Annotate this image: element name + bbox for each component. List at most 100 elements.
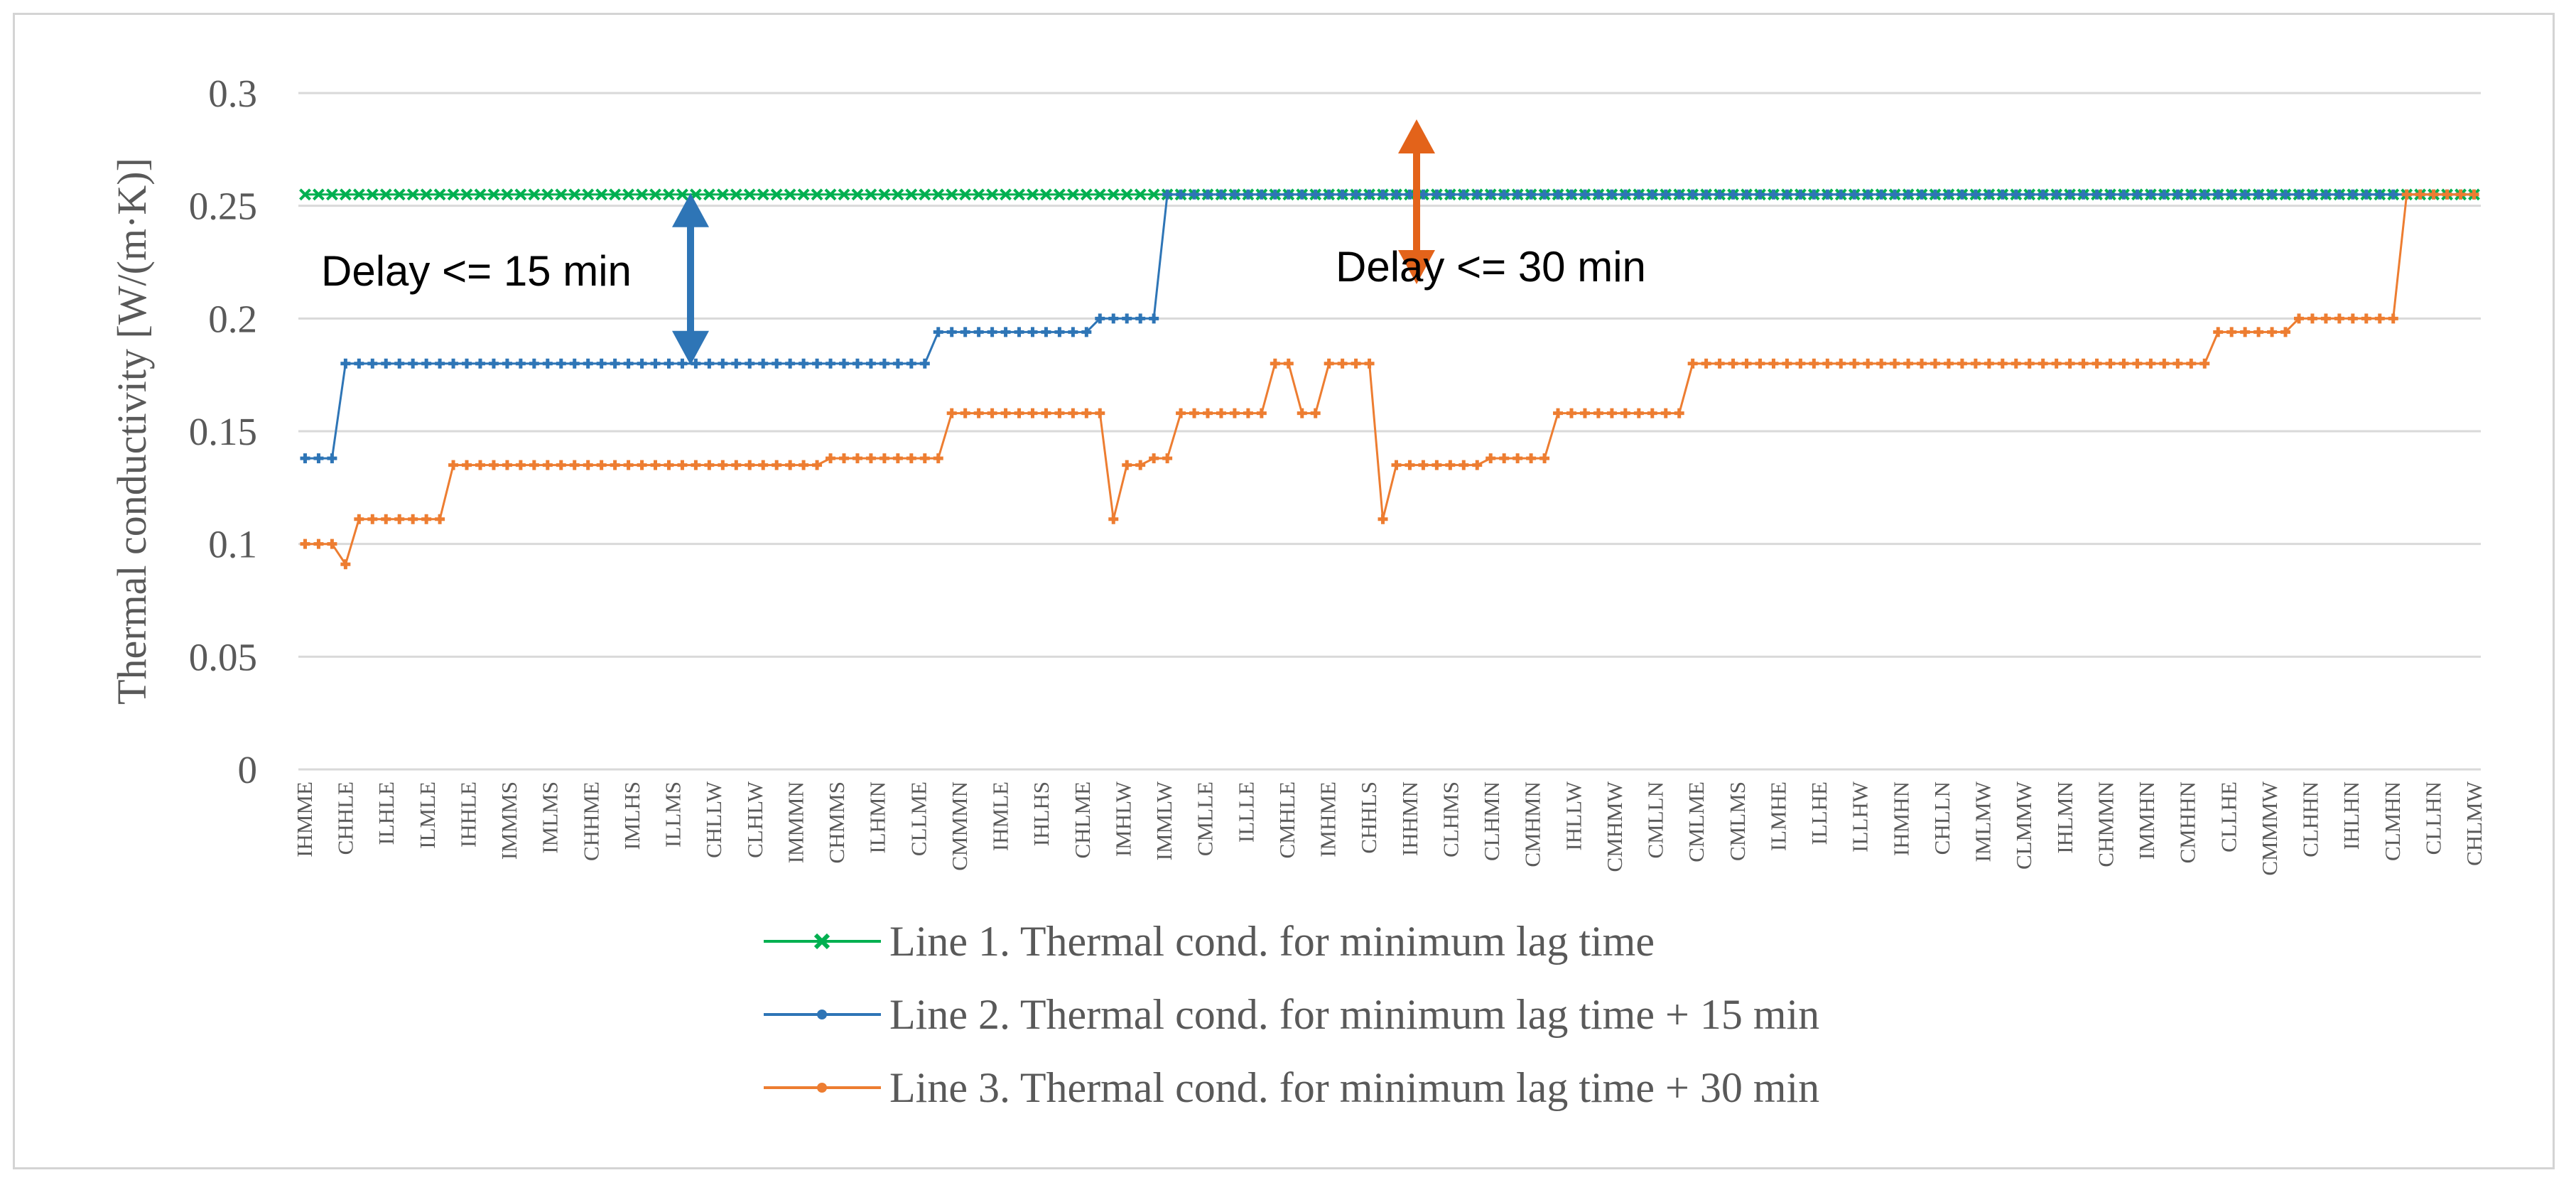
data-point: [1243, 189, 1253, 200]
data-point: [1459, 189, 1469, 200]
data-point: [394, 358, 405, 369]
legend-marker: [817, 1083, 827, 1093]
data-point: [2294, 189, 2304, 200]
data-point: [2334, 189, 2344, 200]
data-point: [745, 460, 755, 470]
data-point: [2064, 358, 2075, 369]
y-tick-label: 0: [238, 748, 258, 791]
data-point: [1149, 313, 1159, 324]
data-point: [879, 453, 889, 464]
data-point: [973, 408, 984, 418]
data-point: [811, 188, 823, 201]
x-tick-label: IMLMS: [538, 781, 563, 854]
data-point: [1822, 189, 1833, 200]
data-point: [1997, 189, 2008, 200]
data-point: [1068, 408, 1078, 418]
data-point: [1324, 189, 1334, 200]
data-point: [1539, 453, 1550, 464]
x-tick-label: CLMMW: [2011, 781, 2036, 870]
x-tick-label: CHLLW: [701, 781, 726, 858]
data-point: [394, 514, 405, 524]
data-point: [1095, 408, 1105, 418]
data-point: [919, 188, 931, 201]
data-point: [1890, 189, 1900, 200]
data-point: [892, 188, 904, 201]
data-point: [1930, 358, 1940, 369]
data-point: [851, 188, 864, 201]
data-point: [610, 358, 620, 369]
data-point: [2267, 327, 2278, 337]
data-point: [1027, 408, 1038, 418]
data-point: [352, 188, 365, 201]
data-point: [637, 358, 647, 369]
data-point: [812, 358, 823, 369]
x-tick-label: IMLHS: [619, 781, 644, 850]
data-point: [2240, 189, 2251, 200]
x-tick-label: CMHMW: [1602, 781, 1627, 872]
x-tick-label: IHHLE: [455, 781, 480, 848]
data-point: [1445, 460, 1456, 470]
data-point: [1795, 189, 1806, 200]
legend-marker: [817, 1010, 827, 1019]
data-point: [2361, 313, 2371, 324]
x-tick-label: CMHMN: [1520, 781, 1545, 867]
data-point: [785, 460, 796, 470]
data-point: [2159, 189, 2170, 200]
data-point: [986, 188, 999, 201]
data-point: [1957, 189, 1967, 200]
data-point: [731, 460, 742, 470]
data-point: [730, 188, 742, 201]
data-point: [313, 453, 324, 464]
data-point: [1432, 460, 1442, 470]
data-point: [892, 453, 903, 464]
data-point: [502, 358, 512, 369]
data-point: [1606, 408, 1617, 418]
data-point: [2442, 189, 2452, 200]
data-point: [1027, 188, 1039, 201]
data-point: [2199, 358, 2210, 369]
x-tick-label: CHLMW: [2462, 781, 2486, 866]
data-point: [718, 460, 728, 470]
data-point: [838, 188, 850, 201]
data-point: [2469, 189, 2479, 200]
data-point: [946, 408, 957, 418]
data-point: [556, 358, 566, 369]
data-point: [433, 188, 446, 201]
data-point: [865, 453, 876, 464]
data-point: [2334, 313, 2344, 324]
data-point: [1122, 313, 1132, 324]
data-point: [1809, 358, 1819, 369]
data-point: [1472, 189, 1483, 200]
data-point: [1593, 408, 1603, 418]
data-point: [2037, 358, 2048, 369]
legend-item-3: Line 3. Thermal cond. for minimum lag ti…: [764, 1064, 1819, 1111]
data-point: [1485, 189, 1496, 200]
data-point: [1147, 188, 1160, 201]
data-point: [596, 358, 607, 369]
data-point: [325, 188, 338, 201]
data-point: [1579, 408, 1590, 418]
data-point: [1027, 327, 1038, 337]
data-point: [1040, 188, 1052, 201]
data-point: [799, 460, 809, 470]
data-point: [757, 188, 769, 201]
data-point: [1553, 408, 1564, 418]
data-point: [743, 188, 756, 201]
x-tick-label: CHHLE: [333, 781, 358, 855]
data-point: [408, 358, 418, 369]
legend-marker: [813, 933, 830, 950]
legend-label: Line 1. Thermal cond. for minimum lag ti…: [889, 918, 1655, 965]
data-point: [542, 460, 553, 470]
data-point: [2307, 189, 2317, 200]
data-point: [1741, 358, 1752, 369]
x-tick-label: IHHMN: [1397, 781, 1422, 856]
data-point: [2078, 358, 2089, 369]
data-point: [946, 188, 958, 201]
data-point: [569, 460, 580, 470]
data-point: [2213, 189, 2224, 200]
data-point: [770, 188, 783, 201]
data-point: [758, 460, 769, 470]
data-point: [1566, 189, 1576, 200]
data-point: [799, 358, 809, 369]
x-tick-label: IMMMN: [783, 781, 808, 863]
